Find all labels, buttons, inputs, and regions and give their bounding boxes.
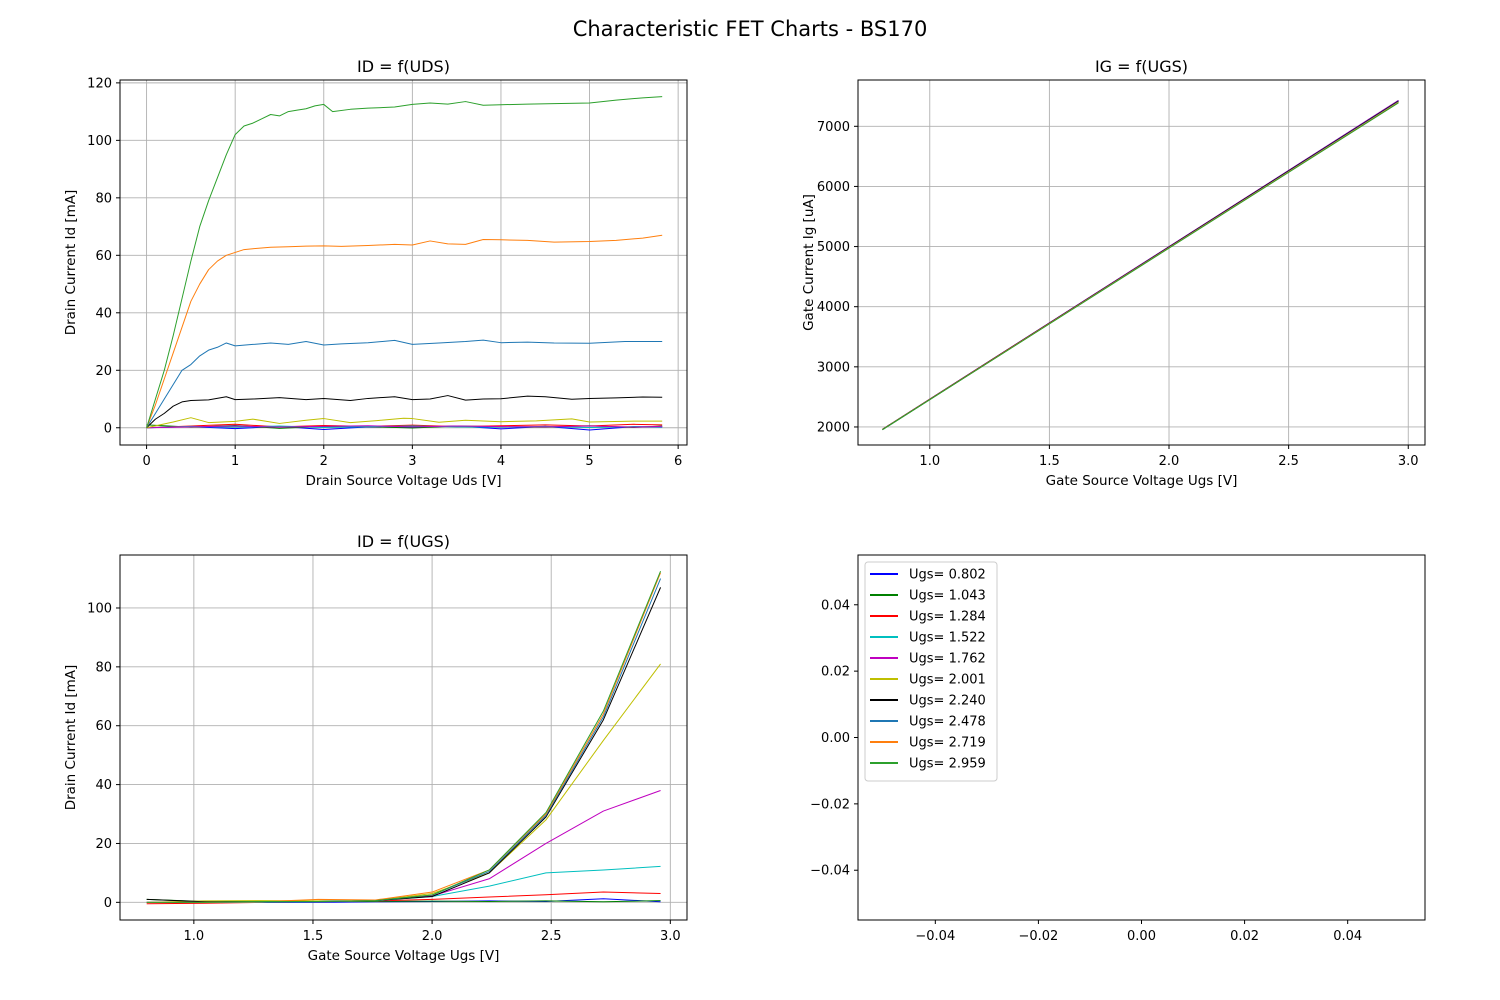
y-tick-label: −0.04	[810, 864, 850, 879]
x-axis-label: Gate Source Voltage Ugs [V]	[1046, 473, 1238, 489]
x-tick-label: 0.02	[1230, 929, 1259, 944]
legend-entry-label: Ugs= 1.284	[909, 610, 986, 625]
y-tick-label: 40	[95, 306, 112, 321]
x-tick-label: 2	[320, 454, 328, 469]
x-tick-label: 1.0	[184, 929, 205, 944]
axes-legend-panel: −0.04 −0.02 0.00 0.02 0.04 −0.04 −0.02 0.00 0.02…	[810, 554, 1426, 944]
x-tick-label: 2.0	[422, 929, 443, 944]
x-axis-label: Drain Source Voltage Uds [V]	[306, 473, 502, 489]
x-tick-label: 3	[408, 454, 416, 469]
y-tick-label: 60	[95, 249, 112, 264]
y-tick-label: 6000	[817, 180, 850, 195]
x-tick-label: 0.00	[1127, 929, 1156, 944]
axes-title: ID = f(UGS)	[357, 532, 450, 551]
x-tick-label: 1.0	[919, 454, 940, 469]
axes-ig-ugs: 1.0 1.5 2.0 2.5 3.0 2000 3000 4000 5000 6000 7000 I…	[801, 57, 1426, 489]
series-line-9	[882, 102, 1399, 431]
x-tick-label: 6	[674, 454, 682, 469]
x-tick-label: 2.5	[541, 929, 562, 944]
axes-title: IG = f(UGS)	[1095, 57, 1188, 76]
x-tick-label: 0	[142, 454, 150, 469]
axes-frame	[857, 79, 1426, 446]
y-tick-label: 0	[104, 896, 112, 911]
legend-entry-label: Ugs= 2.001	[909, 673, 986, 688]
legend-entry-label: Ugs= 2.719	[909, 736, 986, 751]
x-tick-label: 3.0	[1398, 454, 1419, 469]
y-tick-label: 100	[87, 601, 112, 616]
series-line-5	[146, 663, 661, 903]
series-line-8	[146, 234, 663, 428]
y-tick-label: 80	[95, 191, 112, 206]
series-line-7	[146, 339, 663, 429]
series-line-3	[146, 425, 663, 429]
y-tick-label: 5000	[817, 240, 850, 255]
legend-entry-label: Ugs= 2.240	[909, 694, 986, 709]
x-tick-label: 1	[231, 454, 239, 469]
axes-frame	[119, 554, 688, 921]
x-tick-label: 2.0	[1159, 454, 1180, 469]
series-group	[146, 571, 662, 905]
y-tick-label: 60	[95, 719, 112, 734]
x-tick-label: 1.5	[1039, 454, 1060, 469]
y-tick-label: 100	[87, 134, 112, 149]
y-tick-label: 0.02	[821, 665, 850, 680]
legend: Ugs= 0.802 Ugs= 1.043 Ugs= 1.284 Ugs= 1.522…	[864, 561, 998, 782]
x-tick-label: −0.02	[1018, 929, 1058, 944]
y-tick-label: 0.00	[821, 731, 850, 746]
legend-entry-label: Ugs= 1.043	[909, 589, 986, 604]
y-tick-label: 7000	[817, 120, 850, 135]
y-tick-label: −0.02	[810, 797, 850, 812]
series-line-0	[146, 425, 663, 431]
y-tick-label: 4000	[817, 300, 850, 315]
x-tick-label: 5	[585, 454, 593, 469]
axes-id-ugs: 1.0 1.5 2.0 2.5 3.0 0 20 40 60 80 100 ID = f(UGS) Ga…	[63, 532, 688, 964]
y-axis-label: Drain Current Id [mA]	[63, 190, 79, 336]
y-tick-label: 2000	[817, 420, 850, 435]
y-tick-label: 40	[95, 778, 112, 793]
y-tick-label: 20	[95, 364, 112, 379]
figure-suptitle: Characteristic FET Charts - BS170	[573, 17, 928, 41]
axes-title: ID = f(UDS)	[357, 57, 450, 76]
series-group	[146, 96, 663, 431]
legend-entry-label: Ugs= 2.478	[909, 715, 986, 730]
series-line-9	[146, 96, 663, 428]
x-axis-label: Gate Source Voltage Ugs [V]	[308, 948, 500, 964]
x-tick-label: 4	[497, 454, 505, 469]
legend-entry-label: Ugs= 1.522	[909, 631, 986, 646]
series-line-9	[146, 571, 662, 903]
x-tick-label: −0.04	[915, 929, 955, 944]
series-group	[882, 100, 1399, 431]
legend-entry-label: Ugs= 0.802	[909, 568, 986, 583]
y-axis-label: Drain Current Id [mA]	[63, 665, 79, 811]
x-tick-label: 2.5	[1278, 454, 1299, 469]
x-tick-label: 1.5	[303, 929, 324, 944]
y-tick-label: 120	[87, 76, 112, 91]
y-tick-label: 20	[95, 837, 112, 852]
legend-entry-label: Ugs= 1.762	[909, 652, 986, 667]
y-tick-label: 80	[95, 660, 112, 675]
series-line-6	[146, 395, 663, 429]
y-tick-label: 0.04	[821, 598, 850, 613]
y-tick-label: 3000	[817, 360, 850, 375]
y-tick-label: 0	[104, 421, 112, 436]
legend-entry-label: Ugs= 2.959	[909, 757, 986, 772]
axes-frame	[119, 79, 688, 446]
series-line-4	[146, 425, 663, 429]
y-axis-label: Gate Current Ig [uA]	[801, 194, 817, 331]
x-tick-label: 0.04	[1333, 929, 1362, 944]
x-tick-label: 3.0	[660, 929, 681, 944]
series-line-5	[146, 417, 663, 429]
